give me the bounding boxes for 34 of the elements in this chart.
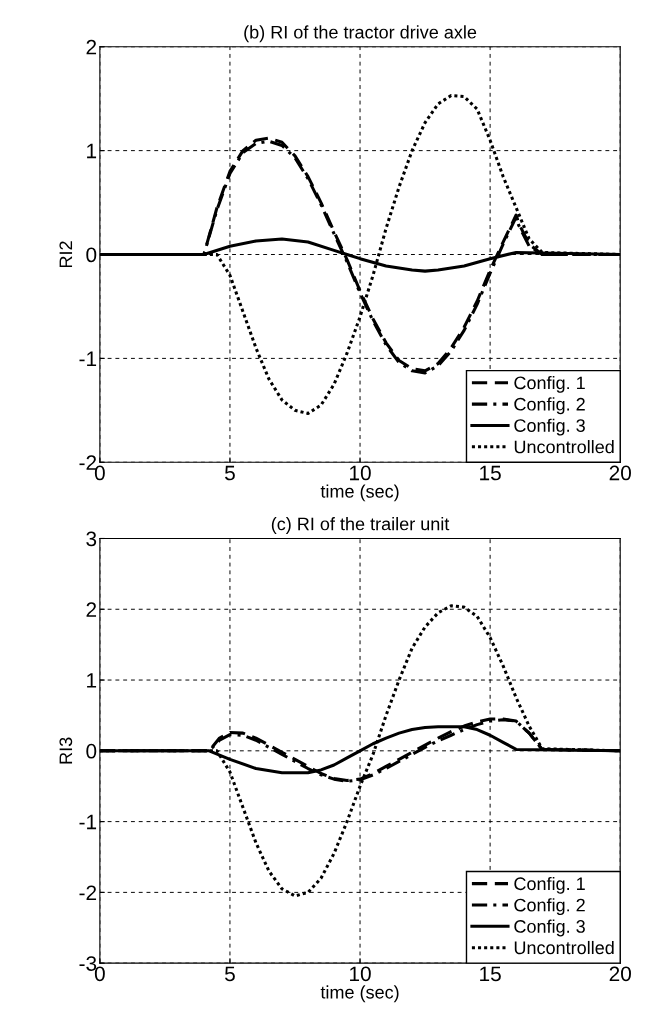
y-tick-label: -2 [79,455,97,470]
y-tick-label: -3 [79,956,97,971]
legend-label: Config. 1 [514,376,585,393]
y-tick-label: -1 [79,351,97,366]
y-tick-label: 0 [86,247,97,263]
y-tick-label: 0 [86,743,97,759]
legend-label: Uncontrolled [514,440,614,454]
x-tick-label: 20 [609,465,631,481]
y-tick-label: 2 [86,39,97,55]
legend-label: Config. 2 [514,898,585,916]
y-tick-label: -2 [79,885,97,900]
legend-label: Config. 3 [514,418,585,436]
x-tick-label: 15 [480,966,501,982]
legend-label: Uncontrolled [514,940,614,955]
y-axis-title: RI3 [59,737,73,764]
y-tick-label: 1 [87,143,97,159]
y-axis-title: RI2 [59,241,73,268]
x-tick-label: 20 [609,966,631,982]
legend-label: Config. 2 [514,397,585,415]
y-tick-label: 3 [86,531,97,547]
x-axis-title: time (sec) [320,985,399,1003]
y-tick-label: 1 [87,673,97,688]
x-tick-label: 5 [224,966,235,982]
x-tick-label: 15 [480,465,501,481]
legend-label: Config. 1 [514,876,585,894]
x-tick-label: 5 [224,465,235,481]
x-tick-label: 10 [350,465,371,481]
chart-title: (c) RI of the trailer unit [271,517,450,534]
x-axis-title: time (sec) [320,484,399,502]
x-tick-label: 10 [350,966,371,982]
y-tick-label: -1 [79,814,97,830]
chart-title: (b) RI of the tractor drive axle [244,25,477,43]
y-tick-label: 2 [86,602,97,617]
legend-label: Config. 3 [514,919,585,937]
